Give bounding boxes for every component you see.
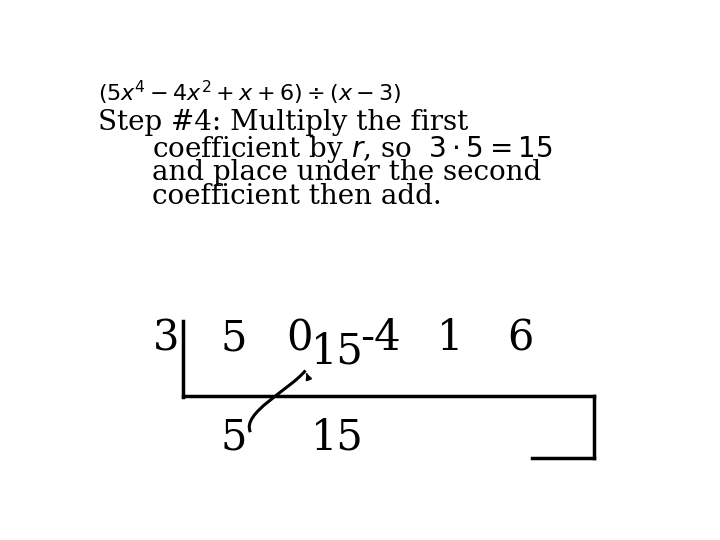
Text: 0: 0: [286, 317, 312, 359]
Text: $\left(5x^4 - 4x^2 + x + 6\right) \div (x - 3)$: $\left(5x^4 - 4x^2 + x + 6\right) \div (…: [98, 79, 401, 107]
Text: 1: 1: [437, 317, 464, 359]
Text: 15: 15: [311, 331, 364, 373]
Text: -4: -4: [360, 317, 401, 359]
Text: 15: 15: [311, 417, 364, 458]
Text: 5: 5: [220, 317, 247, 359]
Text: 5: 5: [220, 417, 247, 458]
Text: and place under the second: and place under the second: [152, 159, 541, 186]
Text: 3: 3: [153, 317, 179, 359]
Text: coefficient then add.: coefficient then add.: [152, 184, 442, 211]
Text: 6: 6: [507, 317, 534, 359]
Text: Step #4: Multiply the first: Step #4: Multiply the first: [98, 110, 468, 137]
Text: coefficient by $r$, so  $3 \cdot 5 = 15$: coefficient by $r$, so $3 \cdot 5 = 15$: [152, 134, 552, 165]
